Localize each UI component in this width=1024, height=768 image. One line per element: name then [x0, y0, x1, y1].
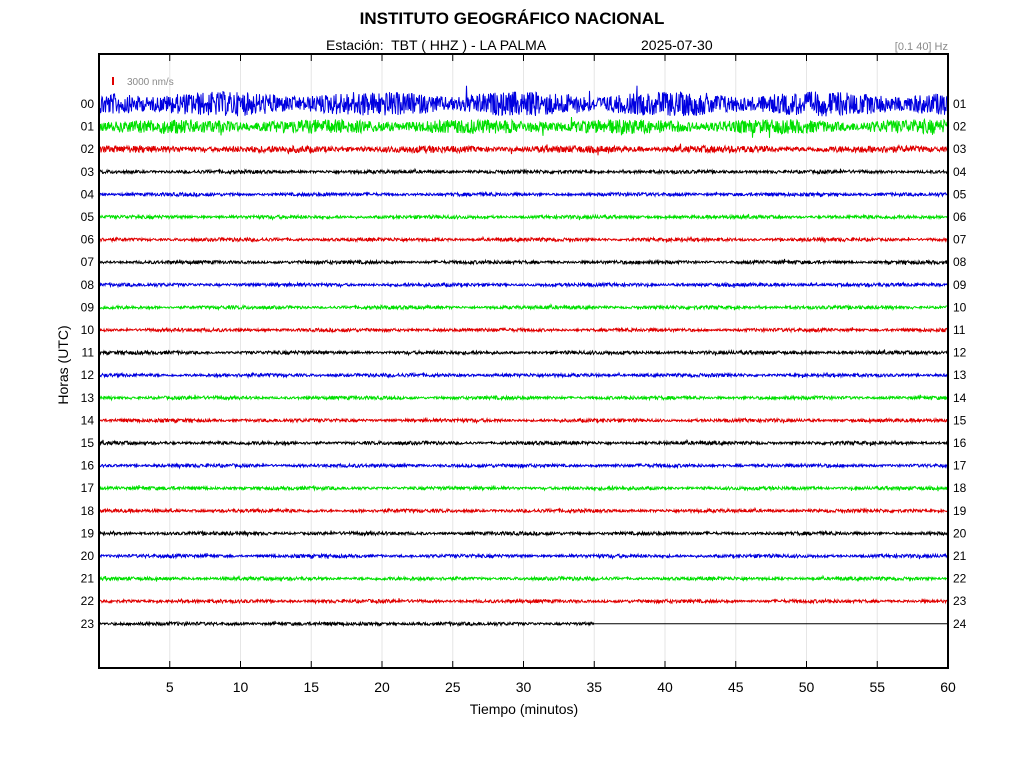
hour-label-right: 18: [953, 481, 967, 495]
trace-hour-18: [98, 506, 949, 515]
trace-hour-05: [98, 213, 949, 221]
amplitude-scale: 3000 nm/s: [112, 77, 174, 88]
x-tick-label: 5: [166, 679, 174, 695]
trace-hour-08: [98, 281, 949, 289]
x-tick-label: 55: [869, 679, 885, 695]
hour-label-left: 00: [81, 97, 95, 111]
trace-hour-06: [98, 235, 949, 244]
hour-label-left: 18: [81, 504, 95, 518]
trace-hour-12: [98, 371, 949, 379]
x-tick-label: 35: [586, 679, 602, 695]
hour-label-right: 14: [953, 391, 967, 405]
hour-label-left: 23: [81, 617, 95, 631]
trace-hour-21: [98, 574, 949, 583]
hour-label-right: 15: [953, 413, 967, 427]
hour-label-right: 22: [953, 572, 967, 586]
trace-hour-13: [98, 394, 949, 402]
trace-hour-14: [98, 416, 949, 425]
trace-hour-22: [98, 597, 949, 605]
hour-label-right: 09: [953, 278, 967, 292]
trace-hour-10: [98, 326, 949, 334]
hour-label-left: 12: [81, 368, 95, 382]
hour-label-left: 01: [81, 120, 95, 134]
hour-label-right: 20: [953, 526, 967, 540]
x-axis-title: Tiempo (minutos): [470, 701, 578, 717]
trace-hour-09: [98, 303, 949, 312]
hour-label-left: 16: [81, 459, 95, 473]
hour-label-right: 05: [953, 187, 967, 201]
seismic-traces: [98, 85, 949, 628]
hour-label-left: 08: [81, 278, 95, 292]
hour-label-right: 04: [953, 165, 967, 179]
hour-label-left: 02: [81, 142, 95, 156]
trace-hour-00: [98, 85, 949, 117]
x-axis-ticks: 5 10 15 20 25 30 35 40 45 50 55 60: [166, 54, 956, 695]
hour-label-right: 10: [953, 300, 967, 314]
hour-label-left: 07: [81, 255, 95, 269]
hour-label-right: 03: [953, 142, 967, 156]
x-tick-label: 30: [516, 679, 532, 695]
hour-label-left: 06: [81, 233, 95, 247]
x-tick-label: 45: [728, 679, 744, 695]
hour-label-left: 10: [81, 323, 95, 337]
hour-label-left: 17: [81, 481, 95, 495]
station-label: Estación: TBT ( HHZ ) - LA PALMA: [326, 37, 547, 53]
hour-label-left: 22: [81, 594, 95, 608]
trace-hour-15: [98, 438, 948, 447]
trace-hour-23: [98, 620, 595, 628]
hour-label-left: 04: [81, 187, 95, 201]
hour-label-right: 11: [953, 323, 966, 337]
hour-label-left: 14: [81, 413, 95, 427]
y-axis-title: Horas (UTC): [55, 325, 71, 404]
hour-label-right: 06: [953, 210, 967, 224]
hour-label-left: 15: [81, 436, 95, 450]
grid-lines: [169, 54, 949, 668]
hour-label-left: 03: [81, 165, 95, 179]
trace-hour-11: [98, 348, 949, 357]
hour-label-left: 05: [81, 210, 95, 224]
scale-label: 3000 nm/s: [127, 77, 174, 88]
hour-label-right: 19: [953, 504, 967, 518]
hour-label-right: 16: [953, 436, 967, 450]
hour-label-right: 01: [953, 97, 967, 111]
hour-label-left: 19: [81, 526, 95, 540]
date-label: 2025-07-30: [641, 37, 713, 53]
trace-hour-03: [98, 167, 949, 176]
trace-hour-19: [98, 529, 949, 538]
hour-label-left: 09: [81, 300, 95, 314]
hour-label-right: 17: [953, 459, 967, 473]
trace-hour-16: [98, 462, 949, 470]
x-tick-label: 20: [374, 679, 390, 695]
x-tick-label: 50: [799, 679, 815, 695]
trace-hour-07: [98, 258, 949, 266]
x-tick-label: 15: [303, 679, 319, 695]
x-tick-label: 10: [233, 679, 249, 695]
hour-label-right: 24: [953, 617, 967, 631]
trace-hour-02: [98, 143, 949, 156]
hour-label-right: 02: [953, 120, 967, 134]
trace-hour-17: [98, 484, 949, 492]
hour-label-left: 11: [82, 346, 95, 360]
hour-label-right: 07: [953, 233, 967, 247]
hour-label-right: 23: [953, 594, 967, 608]
hour-label-left: 13: [81, 391, 95, 405]
trace-hour-01: [98, 116, 949, 138]
hour-label-right: 13: [953, 368, 967, 382]
scale-bar-mark: [112, 77, 114, 85]
hour-label-right: 12: [953, 346, 967, 360]
x-tick-label: 60: [940, 679, 956, 695]
chart-title: INSTITUTO GEOGRÁFICO NACIONAL: [359, 9, 665, 28]
trace-hour-20: [98, 552, 949, 560]
hour-label-left: 21: [81, 572, 95, 586]
x-tick-label: 40: [657, 679, 673, 695]
hour-label-right: 08: [953, 255, 967, 269]
trace-hour-04: [98, 190, 949, 199]
hour-labels: 00 01 02 03 04 05 06 07 08 09 10 11 12 13 14 15 16 17 18 19…: [81, 97, 967, 631]
hour-label-left: 20: [81, 549, 95, 563]
filter-label: [0.1 40] Hz: [894, 41, 948, 53]
x-tick-label: 25: [445, 679, 461, 695]
hour-label-right: 21: [953, 549, 967, 563]
